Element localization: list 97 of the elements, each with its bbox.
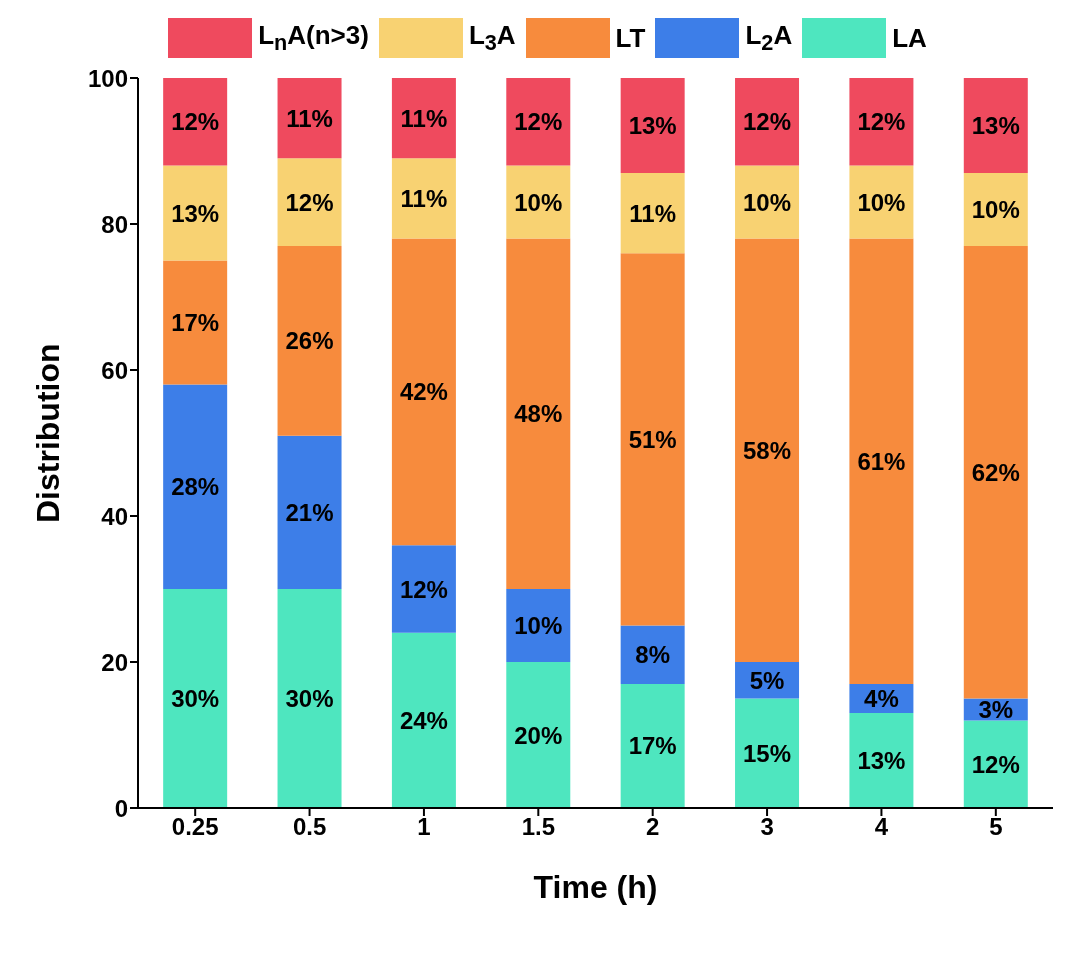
bar	[735, 238, 800, 662]
data-label: 24%	[399, 706, 448, 734]
data-label: 12%	[514, 108, 563, 136]
data-label: 3%	[978, 695, 1014, 723]
bar	[963, 172, 1028, 246]
data-label: 11%	[286, 104, 333, 132]
bar	[620, 172, 685, 254]
x-tick-label: 0.25	[171, 813, 219, 841]
data-label: 28%	[171, 473, 220, 501]
x-tick-label: 2	[646, 813, 660, 841]
data-label: 58%	[743, 436, 792, 464]
data-label: 17%	[628, 732, 677, 760]
data-label: 20%	[514, 721, 563, 749]
data-label: 15%	[743, 739, 792, 767]
bar	[277, 435, 342, 589]
bar	[163, 78, 228, 166]
data-label: 62%	[971, 458, 1020, 486]
bar	[963, 78, 1028, 173]
bar	[277, 78, 342, 159]
bar	[735, 698, 800, 808]
data-label: 13%	[971, 111, 1020, 139]
bar	[391, 545, 456, 633]
y-tick-label: 20	[101, 648, 128, 676]
bar	[849, 165, 914, 239]
y-tick-label: 80	[101, 210, 128, 238]
bar	[620, 683, 685, 808]
bar	[277, 158, 342, 246]
legend-label: L$_{n}$A(n>3)	[258, 19, 369, 57]
bar	[506, 662, 571, 808]
data-label: 21%	[285, 498, 334, 526]
bar	[735, 78, 800, 166]
data-label: 51%	[628, 425, 677, 453]
x-tick-label: 4	[874, 813, 889, 841]
bar	[163, 165, 228, 261]
bar	[163, 384, 228, 589]
x-axis-title: Time (h)	[533, 869, 658, 905]
y-tick-label: 0	[114, 794, 128, 822]
bar	[277, 245, 342, 436]
x-tick-label: 0.5	[292, 813, 327, 841]
data-label: 10%	[971, 195, 1020, 223]
bar	[506, 165, 571, 239]
data-label: 8%	[635, 641, 671, 669]
bar	[963, 245, 1028, 699]
x-tick-label: 1.5	[521, 813, 555, 841]
data-label: 10%	[514, 612, 563, 639]
legend-label: L$_{2}$A	[745, 19, 793, 57]
legend-label: L$_{3}$A	[468, 19, 516, 57]
bar	[506, 78, 571, 166]
data-label: 42%	[399, 378, 448, 406]
bar	[277, 589, 342, 808]
bar	[735, 165, 800, 239]
x-tick-label: 1	[417, 813, 431, 841]
bar	[963, 720, 1028, 808]
x-tick-label: 5	[989, 813, 1003, 841]
data-label: 13%	[171, 199, 220, 227]
data-label: 4%	[864, 685, 899, 712]
data-label: 30%	[171, 685, 220, 712]
bar	[391, 78, 456, 159]
data-label: 12%	[743, 108, 792, 136]
data-label: 26%	[285, 327, 334, 355]
data-label: 11%	[400, 184, 448, 212]
data-label: 12%	[285, 188, 334, 216]
bar	[849, 713, 914, 808]
y-tick-label: 60	[101, 356, 128, 384]
bar	[620, 78, 685, 173]
data-label: 11%	[629, 199, 677, 227]
data-label: 13%	[857, 747, 906, 775]
bar	[506, 238, 571, 589]
bar	[506, 589, 571, 662]
data-label: 30%	[285, 685, 334, 712]
data-label: 48%	[514, 400, 563, 428]
data-label: 11%	[400, 104, 448, 132]
bar	[163, 260, 228, 385]
data-label: 12%	[857, 108, 906, 136]
data-label: 12%	[171, 108, 220, 136]
legend-label: LA	[892, 22, 927, 54]
legend-label: LT	[615, 22, 646, 54]
bar	[620, 253, 685, 626]
data-label: 17%	[171, 309, 220, 337]
bar	[163, 589, 228, 808]
y-tick-label: 40	[101, 502, 128, 530]
bar	[849, 238, 914, 684]
y-tick-label: 100	[87, 64, 128, 92]
data-label: 10%	[514, 188, 563, 216]
bar	[391, 238, 456, 546]
x-tick-label: 3	[760, 813, 774, 841]
data-label: 61%	[857, 447, 906, 475]
data-label: 12%	[399, 575, 448, 603]
bar	[391, 632, 456, 808]
data-label: 10%	[857, 188, 906, 216]
data-label: 10%	[743, 188, 792, 216]
bar	[391, 158, 456, 239]
y-axis-title: Distribution	[30, 343, 67, 523]
data-label: 12%	[971, 750, 1020, 778]
bar	[849, 78, 914, 166]
data-label: 13%	[628, 111, 677, 139]
data-label: 5%	[749, 666, 785, 694]
